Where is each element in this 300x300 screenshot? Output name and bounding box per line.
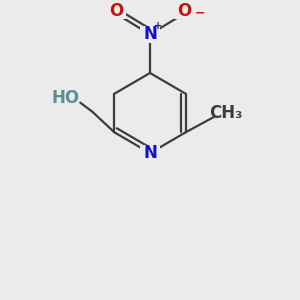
Bar (215, 105, 236, 121)
Text: O: O (109, 2, 123, 20)
Text: +: + (154, 20, 162, 31)
Text: N: N (143, 144, 157, 162)
Bar (140, 26, 160, 43)
Text: CH₃: CH₃ (209, 104, 242, 122)
Text: N: N (143, 26, 157, 44)
Bar (174, 2, 194, 19)
Text: O: O (177, 2, 191, 20)
Bar (55, 90, 76, 106)
Text: −: − (194, 6, 205, 19)
Bar (106, 2, 126, 19)
Text: HO: HO (51, 89, 80, 107)
Bar (140, 145, 160, 161)
